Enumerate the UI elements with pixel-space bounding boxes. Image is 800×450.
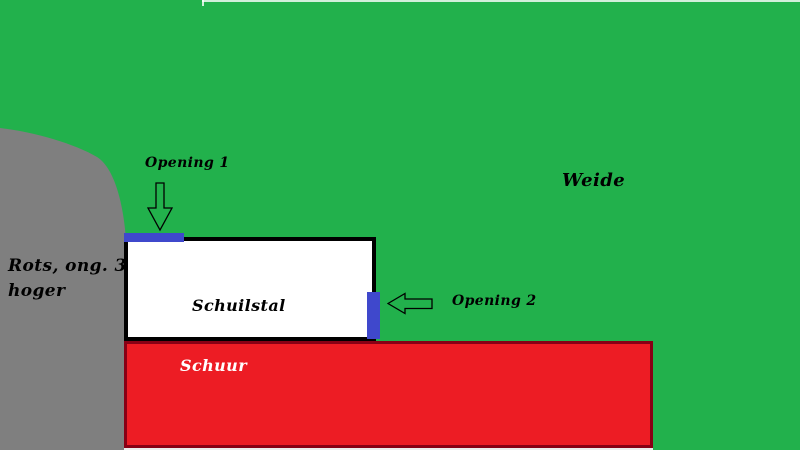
barn-rect bbox=[124, 341, 653, 448]
rock-area bbox=[0, 128, 126, 450]
rock-label-line2: hoger bbox=[8, 280, 66, 301]
down-arrow-icon bbox=[146, 182, 174, 232]
barn-label: Schuur bbox=[180, 356, 248, 375]
opening-1-marker bbox=[124, 233, 184, 242]
shelter-rect bbox=[124, 237, 376, 341]
meadow-label: Weide bbox=[562, 170, 626, 191]
top-edge-artifact-notch bbox=[202, 0, 204, 6]
opening-2-marker bbox=[367, 292, 380, 339]
rock-label-line1: Rots, ong. 3m bbox=[8, 256, 146, 276]
top-edge-artifact-line bbox=[202, 0, 800, 2]
bottom-edge-strip bbox=[124, 448, 653, 450]
left-arrow-icon bbox=[387, 292, 433, 315]
opening-2-label: Opening 2 bbox=[452, 293, 537, 309]
opening-1-label: Opening 1 bbox=[145, 155, 230, 171]
rock-label: Rots, ong. 3m hoger bbox=[8, 254, 145, 303]
shelter-label: Schuilstal bbox=[192, 296, 286, 315]
